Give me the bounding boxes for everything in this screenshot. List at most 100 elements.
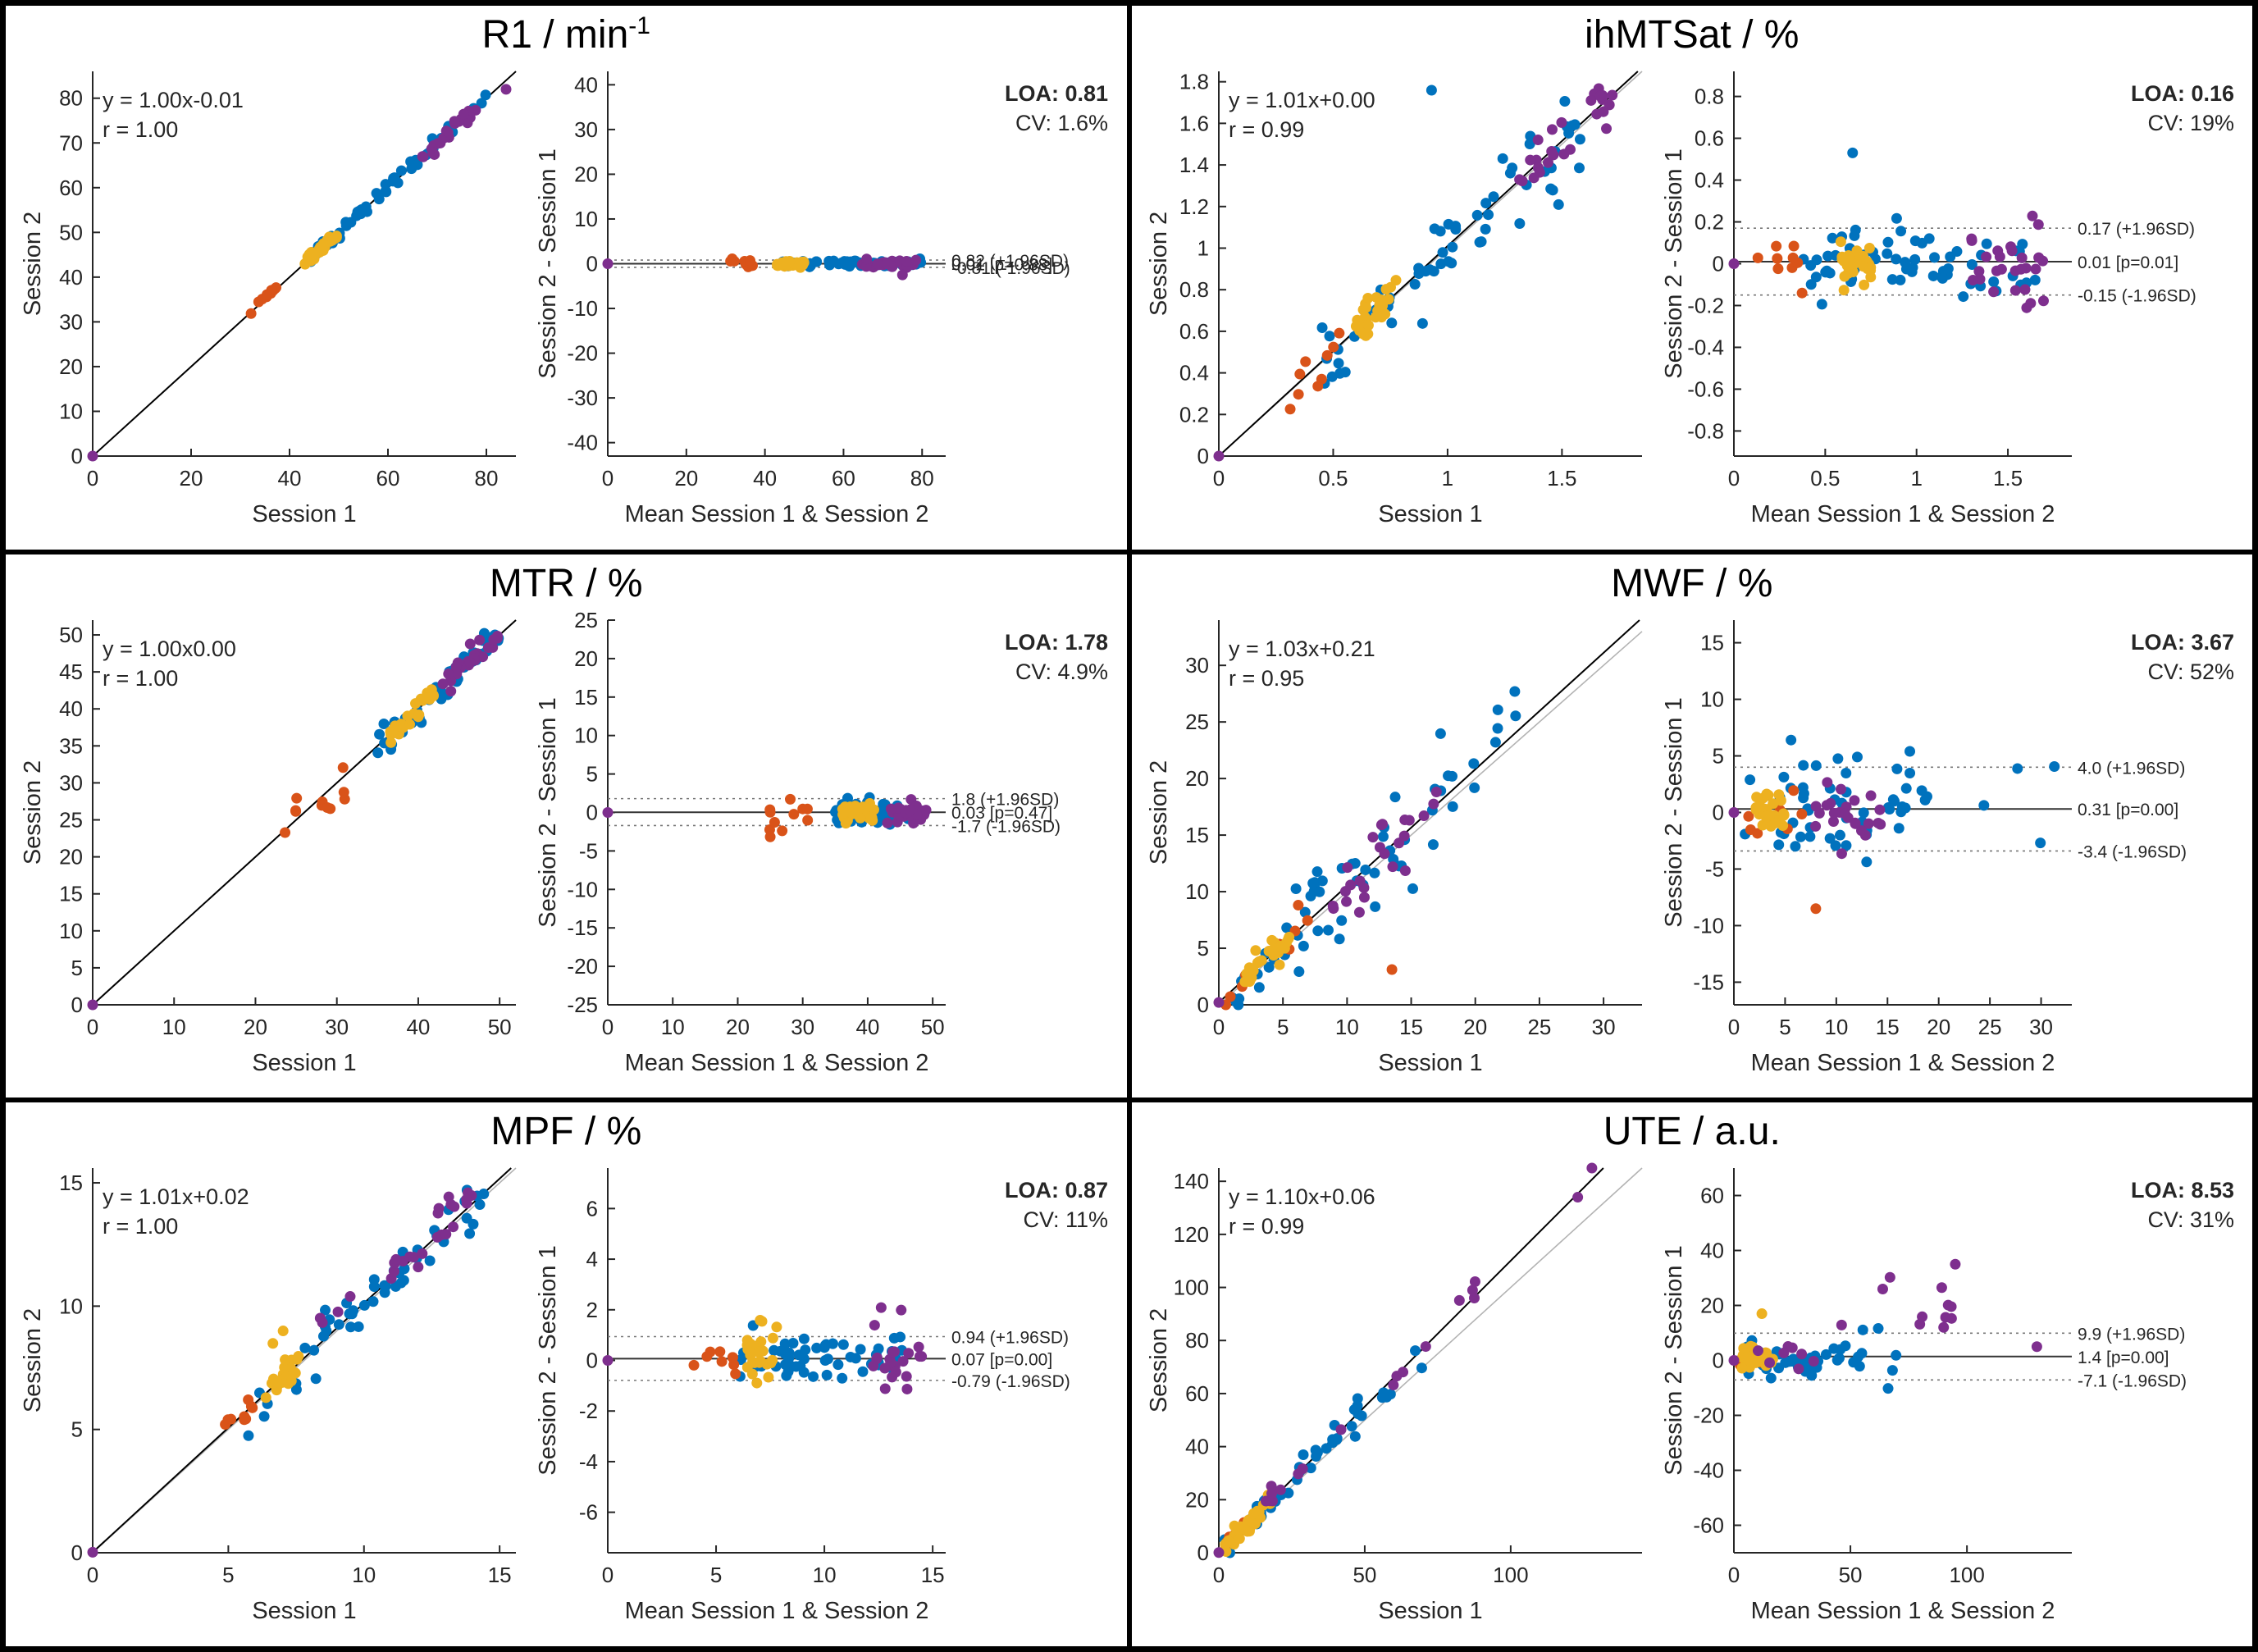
svg-text:Mean Session 1 & Session 2: Mean Session 1 & Session 2: [625, 1598, 929, 1624]
svg-text:100: 100: [1949, 1563, 1984, 1587]
svg-text:10: 10: [1185, 879, 1209, 904]
svg-text:0.01 [p=0.88]: 0.01 [p=0.88]: [951, 255, 1052, 274]
svg-text:50: 50: [1838, 1563, 1862, 1587]
svg-text:y = 1.01x+0.00: y = 1.01x+0.00: [1229, 88, 1375, 112]
svg-text:Mean Session 1 & Session 2: Mean Session 1 & Session 2: [1750, 1050, 2055, 1076]
svg-text:r = 1.00: r = 1.00: [103, 1214, 178, 1239]
svg-text:10: 10: [661, 1015, 685, 1039]
panel-title-text: MPF / %: [490, 1110, 642, 1154]
svg-text:LOA: 0.81: LOA: 0.81: [1005, 81, 1108, 106]
panel-title: UTE / a.u.: [1603, 1109, 1781, 1155]
svg-text:CV: 52%: CV: 52%: [2147, 659, 2234, 684]
svg-text:50: 50: [59, 623, 83, 647]
svg-text:5: 5: [1197, 936, 1208, 961]
svg-text:Session 2: Session 2: [20, 212, 46, 316]
svg-text:1.2: 1.2: [1179, 194, 1209, 219]
svg-text:0: 0: [71, 1540, 83, 1565]
svg-text:-7.1 (-1.96SD): -7.1 (-1.96SD): [2078, 1372, 2187, 1391]
svg-text:0: 0: [1728, 1015, 1740, 1039]
panel-mpf: MPF / % 0 5 10 15 0 5 10 15 Session 1 Session 2 y …: [3, 1100, 1129, 1649]
svg-text:25: 25: [1527, 1015, 1551, 1039]
svg-text:0.8: 0.8: [1695, 84, 1724, 109]
svg-text:40: 40: [59, 265, 83, 290]
svg-text:y = 1.00x0.00: y = 1.00x0.00: [103, 637, 236, 661]
panel-ihmtsat: ihMTSat / % 0 0.5 1 1.5 0 0.2 0.4 0.6 0.8 1 1.2 1.4…: [1129, 3, 2255, 552]
panel-r1: R1 / min-1 0 20 40 60 80 0 10 20 30 40 50 60 70 80 Ses…: [3, 3, 1129, 552]
svg-text:4.0 (+1.96SD): 4.0 (+1.96SD): [2078, 759, 2185, 778]
bland-altman-plot: 0 5 10 15 -6 -4 -2 0 2 4 6 Mean Session 1 & Session…: [529, 1155, 1123, 1635]
panel-charts: 0 50 100 0 20 40 60 80 100 120 140 Session 1 Session…: [1132, 1155, 2253, 1646]
svg-text:-15: -15: [568, 915, 599, 940]
svg-text:-0.81 (-1.96SD): -0.81 (-1.96SD): [951, 259, 1070, 278]
svg-text:-10: -10: [1693, 913, 1724, 938]
svg-text:0: 0: [1197, 1540, 1208, 1565]
svg-text:5: 5: [710, 1563, 722, 1587]
svg-text:0: 0: [87, 466, 98, 491]
svg-text:100: 100: [1173, 1276, 1208, 1300]
svg-text:60: 60: [376, 466, 400, 491]
svg-text:-0.6: -0.6: [1687, 376, 1724, 401]
bland-altman-plot: 0 5 10 15 20 25 30 -15 -10 -5 0 5 10 15 Mean Session 1…: [1655, 607, 2249, 1087]
svg-text:0: 0: [1213, 1563, 1225, 1587]
svg-text:-0.4: -0.4: [1687, 335, 1724, 359]
svg-text:y = 1.03x+0.21: y = 1.03x+0.21: [1229, 637, 1375, 661]
svg-text:Mean Session 1 & Session 2: Mean Session 1 & Session 2: [625, 501, 929, 527]
svg-text:0: 0: [87, 1015, 98, 1039]
panel-title-text: R1 / min: [481, 13, 629, 57]
svg-text:45: 45: [59, 659, 83, 684]
svg-text:Session 2: Session 2: [1146, 212, 1172, 316]
svg-text:15: 15: [59, 881, 83, 906]
svg-text:CV: 1.6%: CV: 1.6%: [1015, 111, 1108, 135]
svg-text:Session 2 - Session 1: Session 2 - Session 1: [1661, 697, 1687, 927]
svg-text:15: 15: [488, 1563, 512, 1587]
svg-text:Mean Session 1 & Session 2: Mean Session 1 & Session 2: [1750, 1598, 2055, 1624]
bland-altman-svg: 0 5 10 15 20 25 30 -15 -10 -5 0 5 10 15 Mean Session 1…: [1661, 619, 2234, 1076]
panel-title: R1 / min-1: [482, 12, 650, 58]
svg-text:30: 30: [59, 309, 83, 334]
svg-text:60: 60: [59, 176, 83, 200]
svg-text:-25: -25: [568, 993, 599, 1017]
svg-text:CV: 31%: CV: 31%: [2147, 1207, 2234, 1232]
panel-title: MTR / %: [490, 561, 643, 607]
panel-title: MPF / %: [490, 1109, 641, 1155]
svg-text:0.6: 0.6: [1695, 126, 1724, 151]
svg-text:-10: -10: [568, 296, 599, 321]
svg-text:0.2: 0.2: [1179, 402, 1209, 427]
svg-text:Session 2: Session 2: [1146, 1308, 1172, 1412]
bland-altman-svg: 0 20 40 60 80 -40 -30 -20 -10 0 10 20 30 40 Mean Sessi…: [535, 71, 1108, 527]
panel-title: MWF / %: [1611, 561, 1772, 607]
panel-charts: 0 0.5 1 1.5 0 0.2 0.4 0.6 0.8 1 1.2 1.4 1.6 1.8 Sessio…: [1132, 58, 2253, 550]
svg-text:50: 50: [1353, 1563, 1376, 1587]
svg-text:Mean Session 1 & Session 2: Mean Session 1 & Session 2: [1750, 501, 2055, 527]
svg-text:40: 40: [59, 696, 83, 721]
svg-text:-0.8: -0.8: [1687, 418, 1724, 443]
svg-text:Session 2 - Session 1: Session 2 - Session 1: [535, 1246, 561, 1476]
svg-text:1.6: 1.6: [1179, 111, 1209, 135]
svg-text:20: 20: [1927, 1015, 1950, 1039]
svg-text:Session 1: Session 1: [1378, 1598, 1482, 1624]
svg-text:-40: -40: [568, 431, 599, 455]
svg-text:25: 25: [59, 807, 83, 832]
svg-text:30: 30: [59, 770, 83, 795]
svg-text:0: 0: [1712, 800, 1723, 824]
svg-text:25: 25: [574, 608, 598, 632]
svg-text:-6: -6: [579, 1500, 598, 1525]
svg-text:5: 5: [222, 1563, 234, 1587]
svg-text:0.03 [p=0.47]: 0.03 [p=0.47]: [951, 804, 1052, 823]
panel-mwf: MWF / % 0 5 10 15 20 25 30 0 5 10 15 20 25 30 Session …: [1129, 551, 2255, 1101]
svg-text:0: 0: [586, 1349, 598, 1373]
svg-text:60: 60: [1185, 1381, 1209, 1406]
svg-text:-20: -20: [1693, 1403, 1724, 1428]
scatter-svg: 0 50 100 0 20 40 60 80 100 120 140 Session 1 Session…: [1146, 1162, 1643, 1624]
svg-text:4: 4: [586, 1247, 598, 1271]
scatter-plot: 0 10 20 30 40 50 0 5 10 15 20 25 30 35 40 45 50 Session 1…: [9, 607, 526, 1087]
svg-text:20: 20: [675, 466, 699, 491]
svg-text:-20: -20: [568, 954, 599, 979]
svg-text:Session 2 - Session 1: Session 2 - Session 1: [1661, 148, 1687, 378]
svg-text:-20: -20: [568, 341, 599, 366]
svg-text:y = 1.01x+0.02: y = 1.01x+0.02: [103, 1184, 249, 1209]
svg-text:1.5: 1.5: [1993, 466, 2023, 491]
svg-text:9.9 (+1.96SD): 9.9 (+1.96SD): [2078, 1326, 2185, 1344]
svg-text:r = 1.00: r = 1.00: [103, 117, 178, 142]
svg-text:Session 2 - Session 1: Session 2 - Session 1: [1661, 1246, 1687, 1476]
